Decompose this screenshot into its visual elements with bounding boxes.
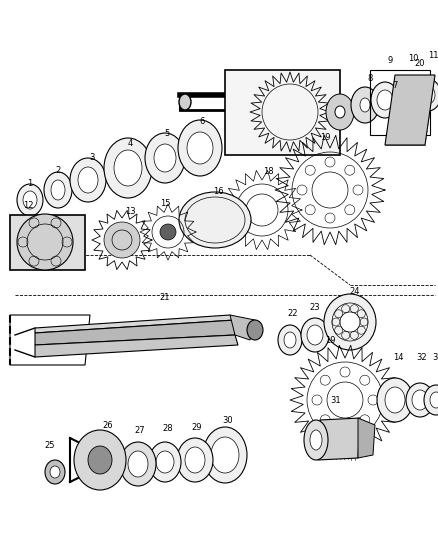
Text: 30: 30 xyxy=(223,416,233,425)
Text: 7: 7 xyxy=(392,81,398,90)
Ellipse shape xyxy=(156,451,174,473)
Ellipse shape xyxy=(424,385,438,415)
Ellipse shape xyxy=(50,466,60,478)
Ellipse shape xyxy=(17,184,43,216)
Ellipse shape xyxy=(430,392,438,408)
Ellipse shape xyxy=(415,79,438,111)
Text: 11: 11 xyxy=(428,51,438,60)
Text: 26: 26 xyxy=(102,421,113,430)
Ellipse shape xyxy=(340,312,360,332)
Text: 12: 12 xyxy=(23,201,33,210)
Polygon shape xyxy=(35,335,238,357)
Ellipse shape xyxy=(104,138,152,198)
Ellipse shape xyxy=(211,437,239,473)
Ellipse shape xyxy=(247,320,263,340)
Ellipse shape xyxy=(187,132,213,164)
Text: 24: 24 xyxy=(350,287,360,296)
Ellipse shape xyxy=(45,460,65,484)
Ellipse shape xyxy=(78,167,98,193)
Ellipse shape xyxy=(179,94,191,110)
Ellipse shape xyxy=(421,86,435,104)
Ellipse shape xyxy=(177,438,213,482)
Text: 18: 18 xyxy=(263,167,273,176)
Ellipse shape xyxy=(51,180,65,200)
Ellipse shape xyxy=(44,172,72,208)
Polygon shape xyxy=(230,315,255,340)
Ellipse shape xyxy=(178,120,222,176)
Ellipse shape xyxy=(324,294,376,350)
Text: 19: 19 xyxy=(320,133,330,142)
Polygon shape xyxy=(318,418,360,460)
Ellipse shape xyxy=(377,378,413,422)
Ellipse shape xyxy=(145,133,185,183)
Ellipse shape xyxy=(394,80,422,116)
Text: 33: 33 xyxy=(433,353,438,362)
Text: 5: 5 xyxy=(164,129,170,138)
Ellipse shape xyxy=(304,420,328,460)
Text: 3: 3 xyxy=(89,153,95,162)
Ellipse shape xyxy=(179,192,251,248)
Ellipse shape xyxy=(278,325,302,355)
Text: 6: 6 xyxy=(199,117,205,126)
Ellipse shape xyxy=(203,427,247,483)
Ellipse shape xyxy=(114,150,142,186)
Bar xyxy=(225,70,340,155)
Ellipse shape xyxy=(154,144,176,172)
Ellipse shape xyxy=(377,90,393,110)
Text: 27: 27 xyxy=(135,426,145,435)
Ellipse shape xyxy=(351,87,379,123)
Text: 31: 31 xyxy=(331,396,341,405)
Ellipse shape xyxy=(88,446,112,474)
Ellipse shape xyxy=(400,88,416,108)
Text: 29: 29 xyxy=(192,423,202,432)
Text: 22: 22 xyxy=(288,309,298,318)
Text: 13: 13 xyxy=(125,207,135,216)
Ellipse shape xyxy=(23,191,37,209)
Text: 4: 4 xyxy=(127,139,133,148)
Ellipse shape xyxy=(412,390,428,410)
Text: 1: 1 xyxy=(27,179,32,188)
Text: 19: 19 xyxy=(325,336,335,345)
Ellipse shape xyxy=(17,214,73,270)
Ellipse shape xyxy=(160,224,176,240)
Text: 9: 9 xyxy=(387,56,392,65)
Text: 8: 8 xyxy=(367,74,373,83)
Ellipse shape xyxy=(406,383,434,417)
Ellipse shape xyxy=(149,442,181,482)
Text: 10: 10 xyxy=(408,54,418,63)
Ellipse shape xyxy=(326,94,354,130)
Ellipse shape xyxy=(360,98,370,112)
Text: 15: 15 xyxy=(160,199,170,208)
Ellipse shape xyxy=(104,222,140,258)
Text: 14: 14 xyxy=(393,353,403,362)
Ellipse shape xyxy=(385,387,405,413)
Ellipse shape xyxy=(301,318,329,352)
Ellipse shape xyxy=(307,325,323,345)
Ellipse shape xyxy=(70,158,106,202)
Ellipse shape xyxy=(74,430,126,490)
Text: 25: 25 xyxy=(45,441,55,450)
Text: 32: 32 xyxy=(417,353,427,362)
Text: 21: 21 xyxy=(160,293,170,302)
Ellipse shape xyxy=(371,82,399,118)
Polygon shape xyxy=(35,320,235,345)
Text: 28: 28 xyxy=(162,424,173,433)
Polygon shape xyxy=(35,315,235,333)
Ellipse shape xyxy=(310,430,322,450)
Ellipse shape xyxy=(128,451,148,477)
Ellipse shape xyxy=(284,332,296,348)
Polygon shape xyxy=(385,75,435,145)
Ellipse shape xyxy=(120,442,156,486)
Polygon shape xyxy=(358,418,375,458)
Ellipse shape xyxy=(185,447,205,473)
Bar xyxy=(370,70,430,135)
Ellipse shape xyxy=(335,106,345,118)
Bar xyxy=(10,215,85,270)
Text: 23: 23 xyxy=(310,303,320,312)
Text: 20: 20 xyxy=(415,59,425,68)
Text: 16: 16 xyxy=(213,187,223,196)
Text: 2: 2 xyxy=(55,166,60,175)
